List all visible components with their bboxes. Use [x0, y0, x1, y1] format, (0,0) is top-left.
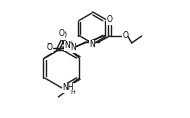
Text: N: N	[70, 44, 76, 53]
Text: N: N	[64, 42, 70, 51]
Text: O: O	[61, 31, 67, 40]
Text: H: H	[70, 91, 75, 95]
Text: O: O	[107, 15, 113, 25]
Text: N: N	[89, 40, 95, 49]
Text: −: −	[47, 40, 52, 46]
Text: O: O	[58, 29, 64, 38]
Text: +: +	[68, 40, 72, 46]
Text: O: O	[46, 44, 52, 53]
Text: O: O	[122, 32, 128, 40]
Text: NH: NH	[63, 84, 74, 93]
